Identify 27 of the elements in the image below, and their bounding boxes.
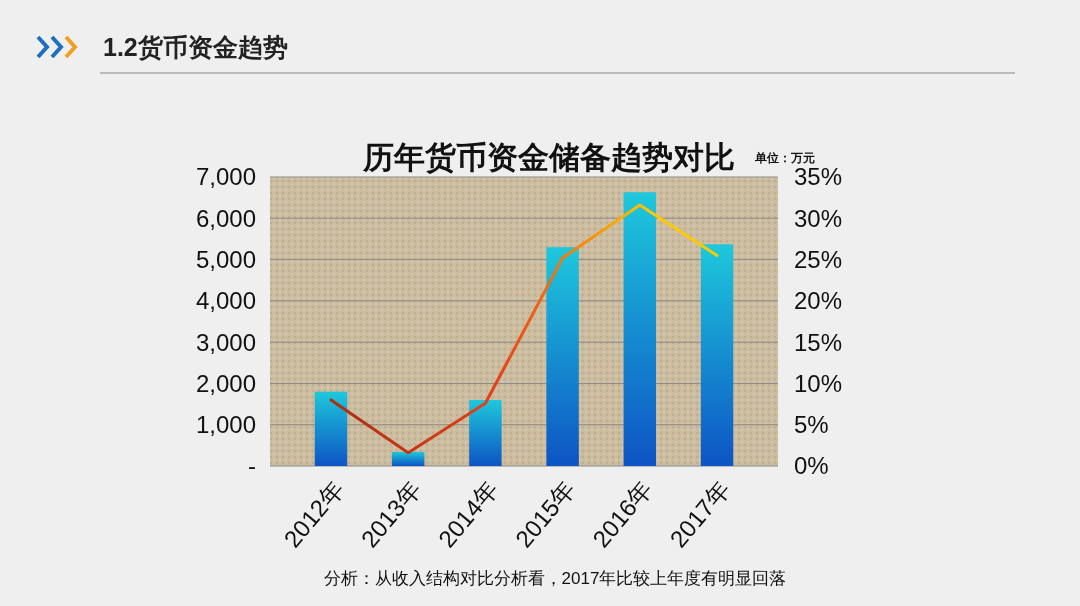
bar: [623, 192, 657, 466]
bar: [314, 391, 348, 466]
y2-tick-label: 20%: [794, 287, 843, 315]
chart-title: 历年货币资金储备趋势对比: [362, 140, 735, 175]
y-tick-label: 3,000: [195, 328, 256, 356]
y-tick-label: 1,000: [195, 411, 256, 439]
text: 分析：从收入结构对比分析看，2017年比较上年度有明显回落: [323, 569, 787, 588]
chart-subtitle: 1.2货币资金趋势: [103, 33, 288, 61]
y2-tick-label: 5%: [794, 411, 829, 439]
y2-tick-label: 10%: [794, 369, 843, 397]
y2-tick-label: 30%: [794, 204, 843, 232]
y-tick-label: 6,000: [195, 204, 256, 232]
bar: [700, 244, 734, 466]
bar: [391, 451, 425, 466]
bar: [546, 247, 579, 466]
bar: [469, 399, 502, 466]
y-tick-label: 2,000: [195, 369, 256, 397]
y2-tick-label: 15%: [794, 328, 843, 356]
text: 单位：万元: [754, 151, 815, 165]
y2-tick-label: 0%: [794, 452, 829, 480]
y2-tick-label: 25%: [794, 245, 843, 273]
y-tick-label: 5,000: [195, 245, 256, 273]
y-tick-label: 7,000: [195, 163, 256, 191]
y2-tick-label: 35%: [794, 163, 843, 191]
y-tick-label: -: [248, 452, 256, 480]
line-series: [329, 203, 719, 455]
y-tick-label: 4,000: [195, 287, 256, 315]
